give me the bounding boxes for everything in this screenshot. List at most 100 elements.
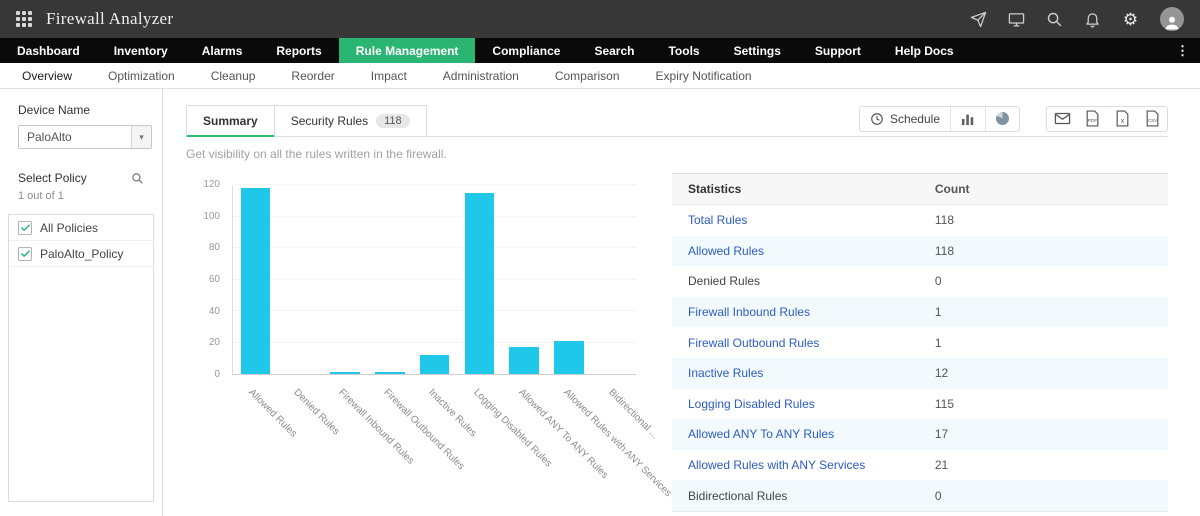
pdf-file-icon: PDF	[1086, 110, 1098, 127]
stat-count: 17	[934, 427, 949, 442]
table-row: Bidirectional Rules 0	[672, 480, 1168, 511]
topbar: Firewall Analyzer ⚙︎	[0, 0, 1200, 38]
nav-item-compliance[interactable]: Compliance	[492, 43, 561, 58]
schedule-button[interactable]: Schedule	[860, 107, 950, 131]
table-row: Allowed Rules 118	[672, 235, 1168, 267]
x-axis-labels: Allowed Rules Denied Rules Firewall Inboun…	[232, 381, 673, 499]
security-rules-count-badge: 118	[376, 114, 410, 128]
main-content: Summary Security Rules 118 Schedule	[163, 89, 1200, 516]
nav-item-search[interactable]: Search	[594, 43, 635, 58]
policy-item-all-policies[interactable]: All Policies	[9, 215, 153, 241]
x-axis-label: Allowed ANY To ANY Rules	[515, 387, 610, 481]
subnav-item-administration[interactable]: Administration	[442, 68, 519, 83]
table-row: Total Rules 118	[672, 205, 1168, 236]
table-row: Allowed Rules with ANY Services 21	[672, 450, 1168, 481]
nav-item-dashboard[interactable]: Dashboard	[17, 43, 80, 58]
nav-item-rule-management[interactable]: Rule Management	[338, 38, 476, 63]
chart-bar-4[interactable]	[419, 355, 450, 374]
subnav-item-overview[interactable]: Overview	[22, 68, 73, 83]
nav-item-reports[interactable]: Reports	[276, 43, 322, 58]
paper-plane-icon[interactable]	[970, 11, 987, 28]
y-axis-tick: 60	[208, 274, 220, 285]
stat-link-total-rules[interactable]: Total Rules	[688, 213, 748, 228]
nav-item-inventory[interactable]: Inventory	[113, 43, 168, 58]
y-axis-tick: 100	[203, 210, 220, 222]
apps-grid-icon[interactable]	[16, 11, 32, 27]
pie-chart-icon	[996, 112, 1009, 125]
y-axis-tick: 80	[208, 242, 220, 254]
stat-count: 118	[934, 213, 955, 228]
pie-chart-view-button[interactable]	[985, 106, 1019, 131]
chart-bar-7[interactable]	[554, 340, 584, 374]
table-row: Inactive Rules 12	[672, 357, 1168, 389]
subnav-item-cleanup[interactable]: Cleanup	[210, 68, 256, 83]
monitor-share-icon[interactable]	[1008, 11, 1025, 28]
y-axis-tick: 0	[214, 369, 220, 380]
subnav-item-comparison[interactable]: Comparison	[554, 68, 620, 83]
select-policy-label: Select Policy	[18, 171, 87, 185]
subnav-item-expiry-notification[interactable]: Expiry Notification	[655, 68, 752, 83]
stat-link-logging-disabled-rules[interactable]: Logging Disabled Rules	[688, 396, 815, 411]
tab-summary-label: Summary	[203, 114, 258, 128]
bar-chart-view-button[interactable]	[950, 106, 985, 131]
nav-item-settings[interactable]: Settings	[733, 43, 781, 58]
y-axis-labels: 0 20 40 60 80 100 120	[186, 179, 226, 380]
sub-nav: Overview Optimization Cleanup Reorder Im…	[0, 63, 1200, 89]
stat-link-allowed-any-to-any-rules[interactable]: Allowed ANY To ANY Rules	[688, 427, 835, 442]
stat-link-inactive-rules[interactable]: Inactive Rules	[688, 366, 764, 381]
excel-export-button[interactable]: x	[1107, 107, 1137, 131]
stat-link-firewall-inbound-rules[interactable]: Firewall Inbound Rules	[688, 305, 811, 320]
subnav-item-optimization[interactable]: Optimization	[108, 68, 175, 83]
stat-link-allowed-rules[interactable]: Allowed Rules	[688, 243, 765, 258]
policy-item-paloalto-policy[interactable]: PaloAlto_Policy	[9, 241, 153, 267]
stat-count: 115	[934, 396, 955, 411]
csv-file-icon: CSV	[1146, 110, 1158, 127]
nav-item-alarms[interactable]: Alarms	[201, 43, 243, 58]
y-axis-tick: 40	[208, 305, 220, 317]
subnav-item-impact[interactable]: Impact	[370, 68, 407, 83]
policy-checkbox[interactable]	[18, 246, 32, 261]
chart-bar-6[interactable]	[509, 347, 539, 374]
tab-security-rules[interactable]: Security Rules 118	[273, 105, 427, 136]
nav-item-support[interactable]: Support	[814, 43, 861, 58]
csv-export-button[interactable]: CSV	[1137, 107, 1167, 131]
chart-bar-3[interactable]	[374, 372, 405, 374]
stat-label-denied-rules: Denied Rules	[688, 274, 761, 289]
search-icon[interactable]	[1046, 11, 1063, 28]
chart-bar-5[interactable]	[464, 192, 495, 374]
schedule-label: Schedule	[889, 111, 940, 126]
topbar-actions: ⚙︎	[970, 7, 1184, 31]
clock-icon	[871, 112, 883, 125]
stats-header-row: Statistics Count	[672, 174, 1168, 205]
y-axis-tick: 120	[203, 179, 220, 190]
rules-bar-chart: 0 20 40 60 80 100 120 Allowed Rules Denied Rule…	[186, 173, 673, 499]
stat-link-allowed-rules-with-any-services[interactable]: Allowed Rules with ANY Services	[688, 458, 866, 473]
policy-count: 1 out of 1	[18, 190, 64, 202]
tabs-row: Summary Security Rules 118 Schedule	[186, 105, 1168, 137]
nav-item-tools[interactable]: Tools	[668, 43, 700, 58]
email-export-button[interactable]	[1047, 107, 1077, 131]
stat-count: 1	[934, 335, 942, 350]
stat-count: 0	[934, 488, 942, 503]
chart-bar-0[interactable]	[240, 188, 271, 374]
tab-summary[interactable]: Summary	[186, 105, 275, 137]
device-select[interactable]: PaloAlto ▾	[18, 125, 152, 149]
stat-link-firewall-outbound-rules[interactable]: Firewall Outbound Rules	[688, 335, 820, 350]
x-axis-label: Logging Disabled Rules	[471, 387, 554, 470]
policy-checkbox[interactable]	[18, 220, 32, 235]
bar-chart-plot	[232, 184, 636, 375]
settings-gear-icon[interactable]: ⚙︎	[1122, 9, 1139, 29]
policy-search-icon[interactable]	[131, 172, 144, 185]
kebab-menu-icon[interactable]: ⋮	[1176, 42, 1189, 58]
pdf-export-button[interactable]: PDF	[1077, 107, 1107, 131]
policy-item-label: PaloAlto_Policy	[40, 246, 124, 261]
svg-text:x: x	[1120, 118, 1124, 125]
subnav-item-reorder[interactable]: Reorder	[291, 68, 335, 83]
chart-bar-2[interactable]	[330, 372, 360, 374]
notifications-bell-icon[interactable]	[1084, 11, 1101, 28]
x-axis-label: Denied Rules	[291, 387, 342, 438]
table-row: Firewall Inbound Rules 1	[672, 296, 1168, 328]
nav-item-help-docs[interactable]: Help Docs	[894, 43, 954, 58]
y-axis-tick: 20	[208, 337, 220, 349]
user-avatar[interactable]	[1160, 7, 1184, 31]
